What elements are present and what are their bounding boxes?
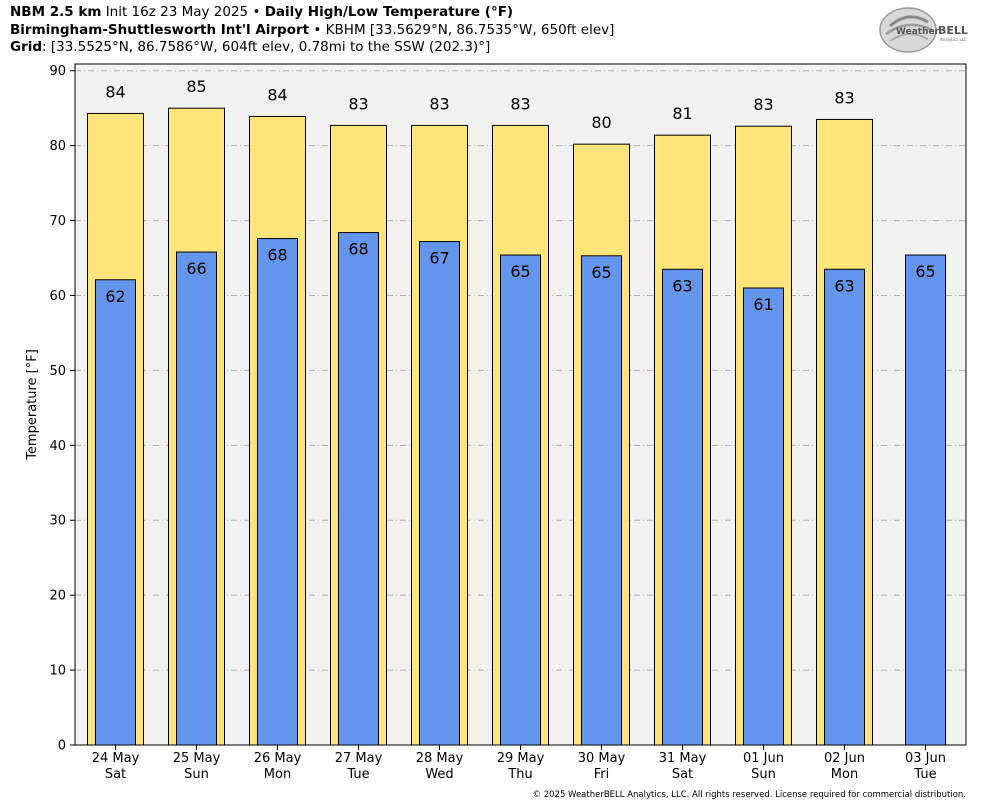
low-temp-bar: [662, 268, 703, 746]
x-tick-date: 29 May: [497, 751, 545, 766]
x-tick-date: 30 May: [578, 751, 626, 766]
logo-subtext: Analytics LLC: [940, 37, 967, 42]
y-tick-label: 30: [49, 514, 66, 529]
high-temp-label: 81: [672, 104, 692, 123]
grid-label: Grid: [10, 39, 43, 55]
x-tick-date: 25 May: [173, 751, 221, 766]
low-temp-bar: [338, 232, 379, 746]
low-temp-bar: [95, 279, 136, 746]
temperature-chart: 84 62 85 66 84 68 83 68 83 67 83 65 80 65 81 63 83 61 83 63…: [25, 63, 967, 782]
x-tick-date: 24 May: [92, 751, 140, 766]
x-tick-date: 26 May: [254, 751, 302, 766]
logo-graphic: Weather BELL Analytics LLC: [879, 7, 968, 53]
low-temp-bar: [743, 287, 784, 746]
y-tick-label: 60: [49, 289, 66, 304]
x-tick-day: Fri: [594, 767, 610, 782]
low-temp-label: 65: [510, 262, 530, 281]
high-temp-label: 83: [348, 94, 368, 113]
x-tick-day: Sun: [184, 767, 209, 782]
low-temp-label: 63: [672, 276, 692, 295]
low-temp-label: 63: [834, 276, 854, 295]
high-temp-label: 84: [267, 85, 287, 104]
init-time: Init 16z 23 May 2025: [105, 4, 249, 20]
high-temp-label: 83: [429, 94, 449, 113]
x-tick-day: Thu: [507, 767, 532, 782]
low-temp-bar: [176, 251, 217, 746]
low-temp-bar: [905, 254, 946, 746]
y-tick-label: 90: [49, 64, 66, 79]
grid-info: : [33.5525°N, 86.7586°W, 604ft elev, 0.7…: [42, 39, 491, 55]
y-tick-label: 70: [49, 214, 66, 229]
y-tick-label: 0: [58, 739, 66, 754]
y-tick-label: 10: [49, 664, 66, 679]
high-temp-label: 83: [834, 88, 854, 107]
data-labels: 84 62 85 66 84 68 83 68 83 67 83 65 80 65 81 63 83 61 83 63…: [105, 77, 935, 314]
y-tick-label: 20: [49, 589, 66, 604]
x-tick-day: Mon: [831, 767, 858, 782]
chart-header: NBM 2.5 km Init 16z 23 May 2025 • Daily …: [10, 4, 614, 57]
low-temp-bar: [824, 268, 865, 746]
low-temp-bar: [419, 241, 460, 746]
separator: •: [252, 4, 261, 20]
x-tick-day: Tue: [346, 767, 369, 782]
low-temp-label: 62: [105, 287, 125, 306]
x-tick-day: Mon: [264, 767, 291, 782]
low-temp-label: 68: [348, 240, 368, 259]
x-tick-day: Tue: [913, 767, 936, 782]
header-line-2: Birmingham-Shuttlesworth Int'l Airport •…: [10, 22, 614, 40]
low-temp-label: 66: [186, 259, 206, 278]
x-tick-day: Sun: [751, 767, 776, 782]
bars: [87, 107, 946, 746]
y-tick-label: 50: [49, 364, 66, 379]
y-tick-label: 40: [49, 439, 66, 454]
y-tick-label: 80: [49, 139, 66, 154]
low-temp-label: 65: [915, 262, 935, 281]
copyright-notice: © 2025 WeatherBELL Analytics, LLC. All r…: [532, 790, 966, 800]
station-name: Birmingham-Shuttlesworth Int'l Airport: [10, 21, 310, 38]
y-axis-label: Temperature [°F]: [25, 349, 40, 461]
high-temp-label: 80: [591, 113, 611, 132]
low-temp-label: 61: [753, 295, 773, 314]
separator: •: [313, 21, 322, 38]
logo-text-b: BELL: [938, 24, 968, 37]
x-tick-day: Sat: [672, 767, 693, 782]
x-tick-day: Wed: [425, 767, 453, 782]
station-info: KBHM [33.5629°N, 86.7535°W, 650ft elev]: [325, 21, 615, 38]
chart-title: Daily High/Low Temperature (°F): [264, 4, 514, 20]
low-temp-label: 68: [267, 246, 287, 265]
high-temp-label: 83: [510, 94, 530, 113]
low-temp-label: 67: [429, 249, 449, 268]
high-temp-label: 83: [753, 95, 773, 114]
x-tick-date: 02 Jun: [824, 751, 865, 766]
low-temp-bar: [257, 238, 298, 746]
model-name: NBM 2.5 km: [10, 4, 102, 20]
x-tick-date: 31 May: [659, 751, 707, 766]
x-tick-date: 03 Jun: [905, 751, 946, 766]
low-temp-label: 65: [591, 263, 611, 282]
low-temp-bar: [581, 255, 622, 746]
weatherbell-logo: Weather BELL Analytics LLC: [878, 6, 970, 54]
x-tick-day: Sat: [105, 767, 126, 782]
x-tick-date: 28 May: [416, 751, 464, 766]
header-line-3: Grid: [33.5525°N, 86.7586°W, 604ft elev,…: [10, 39, 614, 57]
high-temp-label: 84: [105, 82, 125, 101]
logo-text-a: Weather: [896, 27, 940, 37]
header-line-1: NBM 2.5 km Init 16z 23 May 2025 • Daily …: [10, 4, 614, 22]
high-temp-label: 85: [186, 77, 206, 96]
x-tick-date: 27 May: [335, 751, 383, 766]
low-temp-bar: [500, 254, 541, 746]
x-tick-date: 01 Jun: [743, 751, 784, 766]
